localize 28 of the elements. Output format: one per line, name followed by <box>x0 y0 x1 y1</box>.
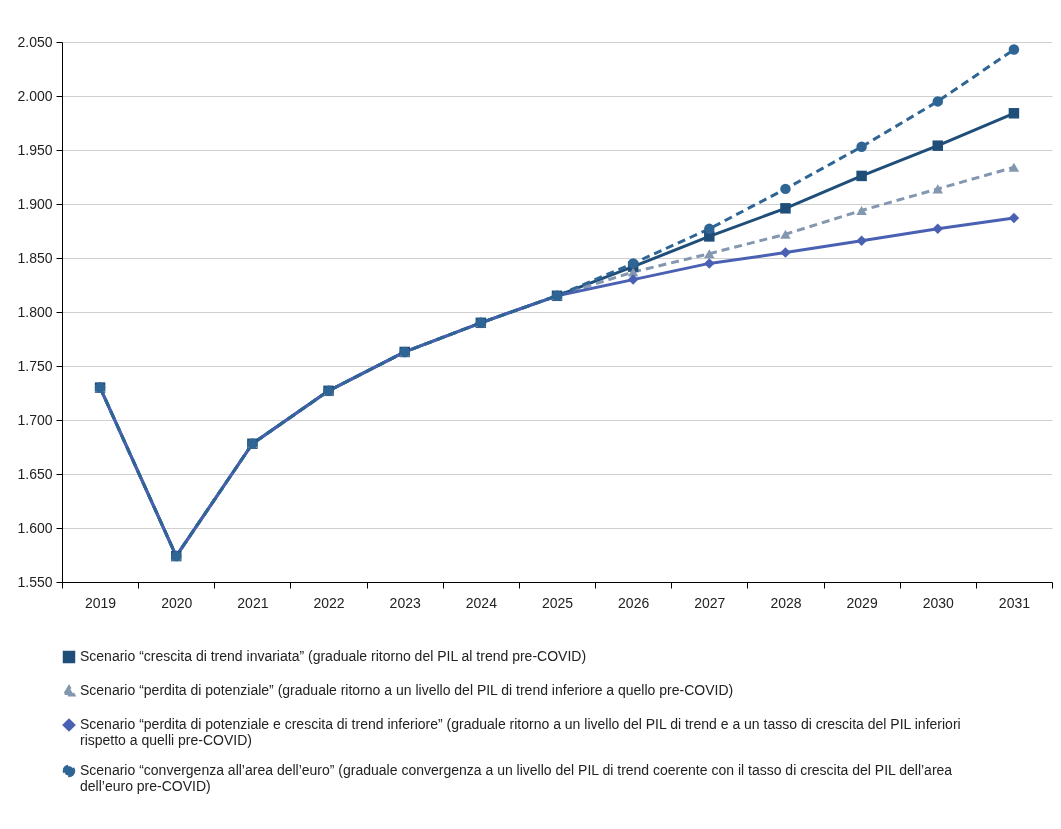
x-tick-label: 2027 <box>694 594 726 611</box>
y-tick-label: 1.850 <box>17 249 53 266</box>
x-tick-label: 2023 <box>389 594 421 611</box>
y-tick-label: 1.650 <box>17 465 53 482</box>
x-tick-label: 2020 <box>161 594 193 611</box>
x-tick-label: 2028 <box>770 594 802 611</box>
x-tick-label: 2021 <box>237 594 269 611</box>
y-tick-label: 1.750 <box>17 357 53 374</box>
y-tick-label: 1.950 <box>17 141 53 158</box>
legend-label: Scenario “perdita di potenziale” (graduale ritorno a un livello del PIL di trend inferiore a quello pre-COVID) <box>80 682 734 698</box>
y-tick-label: 1.900 <box>17 195 53 212</box>
x-tick-label: 2030 <box>922 594 955 611</box>
legend-label: Scenario “convergenza all’area dell’euro” (graduale convergenza a un livello del PIL di trend coerente con il tasso di crescita del PIL dell’area dell’euro pre-COVID) <box>80 762 953 794</box>
y-tick-label: 2.000 <box>17 87 53 104</box>
legend-label: Scenario “perdita di potenziale e crescita di trend inferiore” (graduale ritorno a un livello del PIL di trend e a un tasso di crescita del PIL inferiori rispetto a quelli pre-COVID) <box>80 716 961 748</box>
y-tick-label: 1.800 <box>17 303 53 320</box>
x-tick-label: 2025 <box>541 594 574 611</box>
y-tick-label: 1.550 <box>17 573 53 590</box>
x-tick-label: 2019 <box>85 594 117 611</box>
x-tick-label: 2022 <box>313 594 345 611</box>
x-tick-label: 2031 <box>998 594 1031 611</box>
y-tick-label: 1.600 <box>17 519 53 536</box>
legend-label: Scenario “crescita di trend invariata” (graduale ritorno del PIL al trend pre-COVID) <box>80 648 587 664</box>
x-tick-label: 2024 <box>465 594 498 611</box>
y-tick-label: 1.700 <box>17 411 53 428</box>
x-tick-label: 2026 <box>618 594 650 611</box>
y-tick-label: 2.050 <box>17 33 53 50</box>
x-tick-label: 2029 <box>846 594 878 611</box>
